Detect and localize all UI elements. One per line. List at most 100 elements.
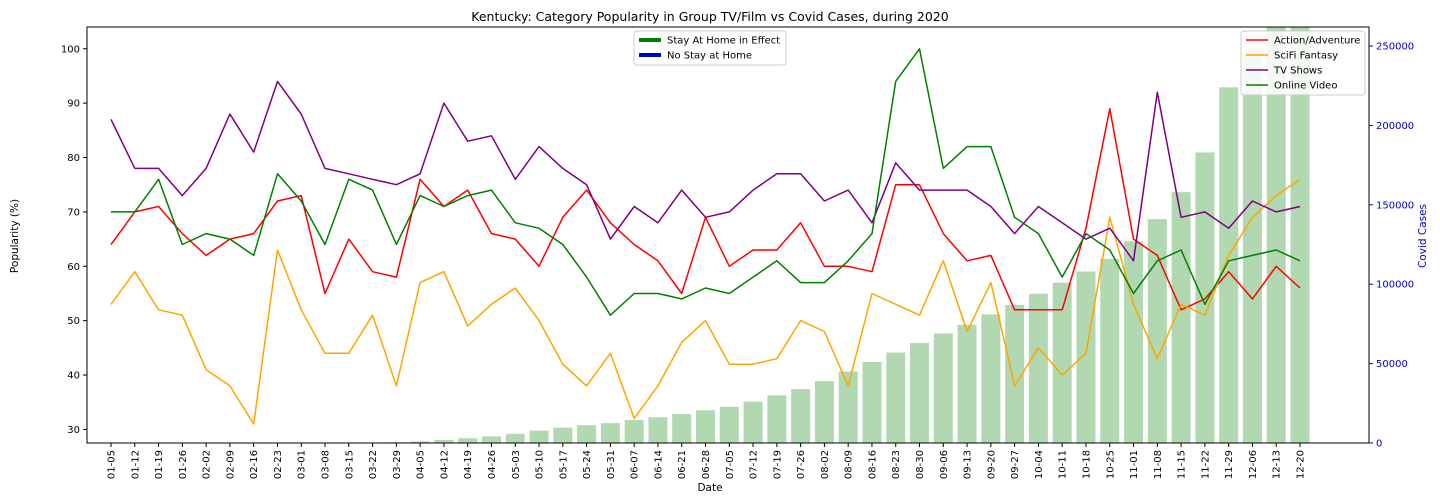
x-tick-label: 11-08 (1153, 450, 1164, 479)
covid-bar (1171, 192, 1191, 443)
x-tick-label: 05-17 (558, 450, 569, 479)
x-tick-label: 06-14 (653, 450, 664, 479)
covid-bar (1028, 293, 1048, 443)
covid-bar (1147, 219, 1167, 443)
x-tick-label: 01-12 (130, 450, 141, 479)
covid-bar (1266, 27, 1286, 443)
legend-box (1240, 30, 1366, 96)
x-tick-label: 11-29 (1224, 450, 1235, 479)
x-tick-label: 06-07 (630, 450, 641, 479)
x-tick-label: 08-09 (844, 450, 855, 479)
covid-bar (886, 352, 906, 443)
x-axis-label: Date (697, 482, 722, 494)
covid-bar (1242, 52, 1262, 444)
x-tick-label: 02-23 (273, 450, 284, 479)
x-tick-label: 06-28 (701, 450, 712, 479)
x-tick-label: 04-12 (439, 450, 450, 479)
x-tick-label: 05-03 (511, 450, 522, 479)
y2-tick-label: 200000 (1376, 121, 1414, 132)
covid-bar (434, 439, 454, 443)
x-tick-label: 09-20 (986, 450, 997, 479)
covid-bar (862, 362, 882, 443)
covid-bar (814, 381, 834, 443)
x-tick-label: 09-27 (1010, 450, 1021, 479)
covid-bar (410, 441, 430, 443)
covid-bar (1290, 27, 1310, 443)
covid-bar (910, 342, 930, 443)
y-tick-label: 30 (67, 425, 80, 436)
x-tick-label: 03-22 (368, 450, 379, 479)
legend-label: Stay At Home in Effect (667, 36, 780, 47)
legend-label: TV Shows (1273, 66, 1322, 77)
covid-bar (838, 371, 858, 443)
x-tick-label: 11-01 (1129, 450, 1140, 479)
covid-bar (1124, 241, 1144, 443)
y-tick-label: 70 (67, 207, 80, 218)
legend-label: Action/Adventure (1274, 36, 1360, 47)
covid-bar (600, 423, 620, 443)
x-tick-label: 01-05 (107, 450, 118, 479)
covid-bar (719, 406, 739, 443)
x-tick-label: 03-01 (297, 450, 308, 479)
covid-bar (981, 314, 1001, 443)
x-tick-label: 08-16 (867, 450, 878, 479)
covid-bar (1195, 152, 1215, 443)
covid-bar (1076, 271, 1096, 443)
x-tick-label: 08-23 (891, 450, 902, 479)
series-legend: Action/Adventure SciFi Fantasy TV Shows Onl… (1240, 30, 1366, 96)
y-tick-label: 80 (67, 153, 80, 164)
y-tick-label: 40 (67, 371, 80, 382)
covid-bar (1219, 87, 1239, 443)
y2-axis-label: Covid Cases (1417, 204, 1429, 268)
x-tick-label: 03-08 (321, 450, 332, 479)
covid-bar (529, 430, 549, 443)
x-tick-label: 02-16 (249, 450, 260, 479)
x-tick-label: 04-05 (416, 450, 427, 479)
x-tick-label: 06-21 (677, 450, 688, 479)
x-tick-label: 10-25 (1105, 450, 1116, 479)
y2-tick-label: 250000 (1376, 42, 1414, 53)
series-lines-layer (110, 48, 1301, 425)
series-line (110, 178, 1301, 425)
x-tick-label: 02-09 (225, 450, 236, 479)
covid-bar (553, 427, 573, 443)
x-tick-label: 12-13 (1272, 450, 1283, 479)
x-tick-label: 04-26 (487, 450, 498, 479)
x-tick-label: 01-26 (178, 450, 189, 479)
covid-bar (458, 438, 478, 443)
y2-tick-label: 50000 (1376, 359, 1408, 370)
x-tick-label: 05-10 (535, 450, 546, 479)
x-tick-label: 04-19 (463, 450, 474, 479)
x-tick-label: 11-22 (1200, 450, 1211, 479)
covid-bar (505, 433, 525, 443)
covid-bar (1052, 282, 1072, 443)
legend-label: Online Video (1274, 81, 1337, 92)
covid-bar (957, 324, 977, 443)
y-tick-label: 60 (67, 262, 80, 273)
x-tick-label: 10-18 (1081, 450, 1092, 479)
x-tick-label: 08-02 (820, 450, 831, 479)
x-tick-label: 12-20 (1296, 450, 1307, 479)
y-axis-label: Popularity (%) (9, 199, 21, 273)
stay-at-home-legend: Stay At Home in Effect No Stay at Home (633, 30, 787, 66)
covid-bar (648, 417, 668, 443)
covid-bar (624, 419, 644, 443)
covid-bar (767, 395, 787, 443)
y-tick-label: 90 (67, 99, 80, 110)
x-tick-label: 10-04 (1034, 450, 1045, 479)
x-tick-label: 08-30 (915, 450, 926, 479)
y2-tick-label: 150000 (1376, 200, 1414, 211)
series-line (111, 48, 1301, 316)
covid-bars-layer (386, 27, 1310, 444)
x-tick-label: 11-15 (1177, 450, 1188, 479)
covid-bar (1100, 258, 1120, 443)
x-tick-label: 12-06 (1248, 450, 1259, 479)
legend-box (633, 30, 787, 66)
x-tick-label: 10-11 (1058, 450, 1069, 479)
y-tick-label: 50 (67, 316, 80, 327)
covid-bar (672, 414, 692, 443)
chart-title: Kentucky: Category Popularity in Group T… (471, 9, 948, 24)
covid-bar (577, 425, 597, 443)
